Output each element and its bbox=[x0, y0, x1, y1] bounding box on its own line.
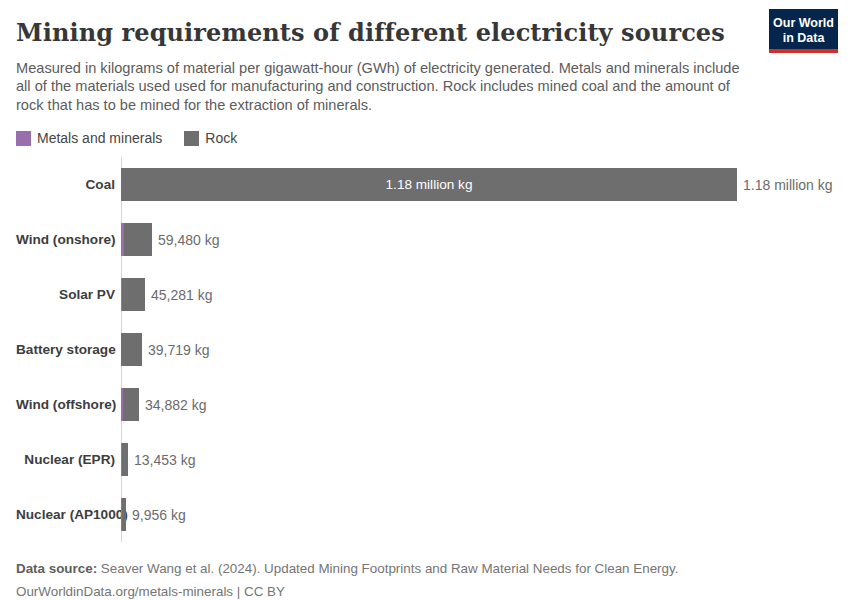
bar[interactable] bbox=[121, 223, 152, 256]
datasource-text: Seaver Wang et al. (2024). Updated Minin… bbox=[101, 561, 679, 576]
category-label: Coal bbox=[16, 177, 121, 192]
bar-chart: Coal 1.18 million kg 1.18 million kg Win… bbox=[16, 157, 834, 542]
category-label: Solar PV bbox=[16, 287, 121, 302]
bar-value-label: 1.18 million kg bbox=[743, 177, 833, 193]
bar-area: 59,480 kg bbox=[121, 223, 834, 256]
bar[interactable] bbox=[121, 388, 139, 421]
bar-metals-segment bbox=[121, 278, 122, 311]
bar-value-label: 9,956 kg bbox=[132, 507, 186, 523]
chart-row: Solar PV 45,281 kg bbox=[16, 267, 834, 322]
bar-area: 13,453 kg bbox=[121, 443, 834, 476]
bar-metals-segment bbox=[121, 443, 122, 476]
owid-logo-line2: in Data bbox=[769, 31, 838, 46]
chart-row: Wind (onshore) 59,480 kg bbox=[16, 212, 834, 267]
chart-row: Nuclear (EPR) 13,453 kg bbox=[16, 432, 834, 487]
legend-label: Metals and minerals bbox=[37, 130, 162, 146]
owid-logo[interactable]: Our World in Data bbox=[769, 9, 838, 53]
bar-metals-segment bbox=[121, 498, 122, 531]
bar[interactable] bbox=[121, 498, 126, 531]
footer: Data source: Seaver Wang et al. (2024). … bbox=[16, 558, 834, 600]
category-label: Nuclear (AP1000) bbox=[16, 507, 121, 522]
bar-value-label: 39,719 kg bbox=[148, 342, 210, 358]
bar-chart-rows: Coal 1.18 million kg 1.18 million kg Win… bbox=[16, 157, 834, 542]
license-line: OurWorldinData.org/metals-minerals | CC … bbox=[16, 581, 834, 600]
datasource-label: Data source: bbox=[16, 561, 97, 576]
legend-item[interactable]: Metals and minerals bbox=[16, 130, 162, 146]
category-label: Wind (offshore) bbox=[16, 397, 121, 412]
chart-row: Nuclear (AP1000) 9,956 kg bbox=[16, 487, 834, 542]
bar-value-label: 59,480 kg bbox=[158, 232, 220, 248]
category-label: Nuclear (EPR) bbox=[16, 452, 121, 467]
owid-logo-line1: Our World bbox=[769, 16, 838, 31]
chart-page: Mining requirements of different electri… bbox=[0, 0, 850, 600]
bar[interactable] bbox=[121, 443, 128, 476]
page-title: Mining requirements of different electri… bbox=[16, 18, 834, 47]
bar[interactable] bbox=[121, 333, 142, 366]
bar-area: 39,719 kg bbox=[121, 333, 834, 366]
bar-value-label: 13,453 kg bbox=[134, 452, 196, 468]
legend-label: Rock bbox=[205, 130, 237, 146]
bar-metals-segment bbox=[121, 223, 124, 256]
bar-area: 9,956 kg bbox=[121, 498, 834, 531]
bar-metals-segment bbox=[121, 388, 123, 421]
legend: Metals and minerals Rock bbox=[16, 130, 834, 146]
bar-area: 45,281 kg bbox=[121, 278, 834, 311]
chart-row: Battery storage 39,719 kg bbox=[16, 322, 834, 377]
bar[interactable] bbox=[121, 278, 145, 311]
datasource-line: Data source: Seaver Wang et al. (2024). … bbox=[16, 558, 834, 581]
legend-swatch bbox=[16, 131, 31, 146]
category-label: Battery storage bbox=[16, 342, 121, 357]
owid-logo-red-strip bbox=[769, 49, 838, 53]
bar-inside-value: 1.18 million kg bbox=[386, 177, 473, 192]
chart-subtitle: Measured in kilograms of material per gi… bbox=[16, 59, 740, 114]
bar-area: 1.18 million kg 1.18 million kg bbox=[121, 168, 834, 201]
legend-swatch bbox=[184, 131, 199, 146]
chart-row: Coal 1.18 million kg 1.18 million kg bbox=[16, 157, 834, 212]
bar-value-label: 45,281 kg bbox=[151, 287, 213, 303]
bar-value-label: 34,882 kg bbox=[145, 397, 207, 413]
legend-item[interactable]: Rock bbox=[184, 130, 237, 146]
bar-area: 34,882 kg bbox=[121, 388, 834, 421]
bar[interactable]: 1.18 million kg bbox=[121, 168, 737, 201]
category-label: Wind (onshore) bbox=[16, 232, 121, 247]
chart-row: Wind (offshore) 34,882 kg bbox=[16, 377, 834, 432]
